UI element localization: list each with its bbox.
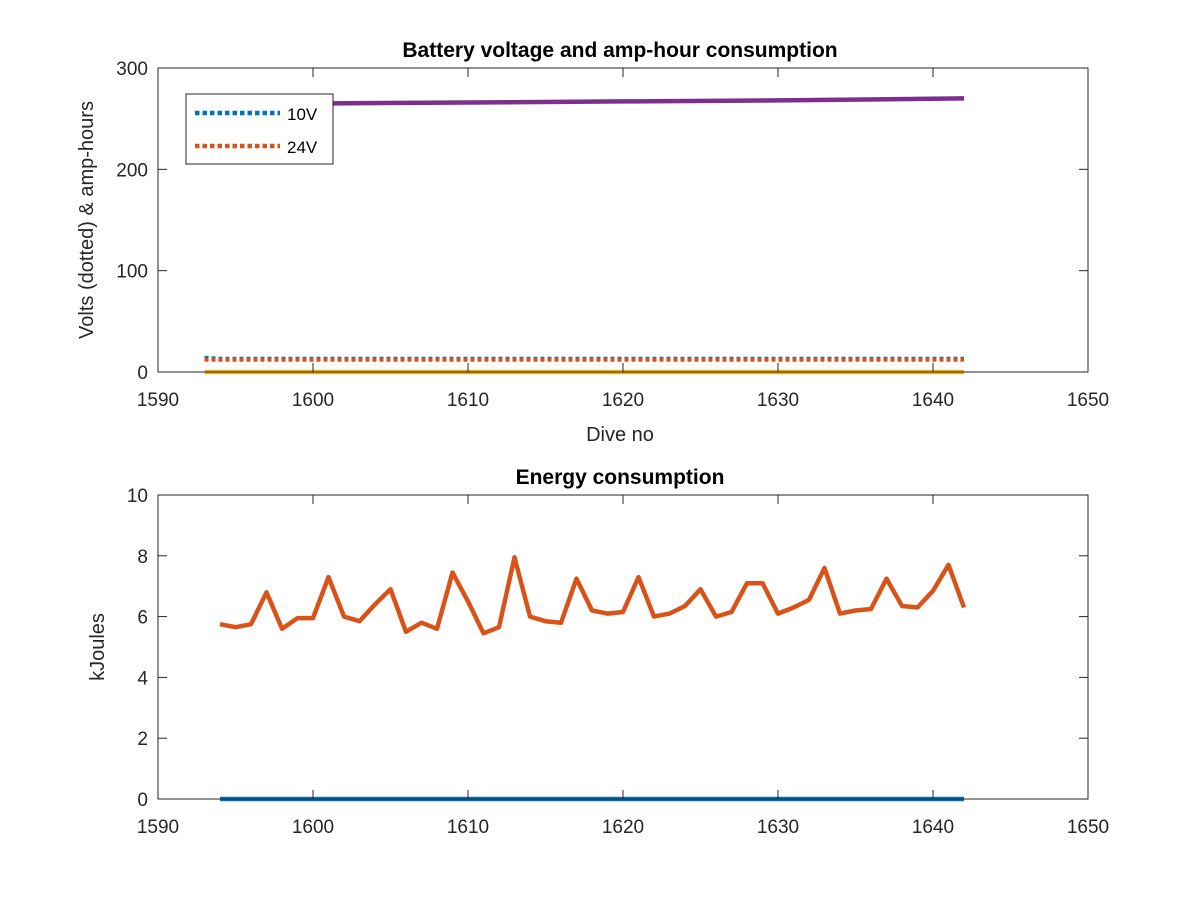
x-tick-label: 1620 bbox=[602, 817, 644, 838]
x-tick-label: 1630 bbox=[757, 390, 799, 411]
y-tick-label: 0 bbox=[137, 363, 148, 384]
legend-label-10v: 10V bbox=[287, 105, 318, 124]
y-axis-label: kJoules bbox=[87, 613, 109, 681]
x-tick-label: 1590 bbox=[137, 817, 179, 838]
x-tick-label: 1610 bbox=[447, 390, 489, 411]
y-tick-label: 10 bbox=[127, 486, 148, 507]
y-axis-label: Volts (dotted) & amp-hours bbox=[76, 101, 98, 339]
legend: 10V 24V bbox=[185, 93, 334, 165]
legend-label-24v: 24V bbox=[287, 138, 318, 157]
series-line-cD95319 bbox=[219, 555, 967, 636]
y-tick-label: 200 bbox=[116, 160, 148, 181]
y-tick-label: 2 bbox=[137, 729, 148, 750]
y-tick-label: 300 bbox=[116, 59, 148, 80]
x-tick-label: 1600 bbox=[292, 817, 334, 838]
chart-title: Energy consumption bbox=[516, 466, 725, 489]
y-tick-label: 6 bbox=[137, 608, 148, 629]
y-tick-label: 4 bbox=[137, 668, 148, 689]
x-tick-label: 1620 bbox=[602, 390, 644, 411]
legend-box bbox=[185, 93, 334, 165]
x-tick-label: 1640 bbox=[912, 817, 954, 838]
y-tick-label: 0 bbox=[137, 790, 148, 811]
x-tick-label: 1600 bbox=[292, 390, 334, 411]
plot-frame bbox=[157, 494, 1089, 800]
chart-battery-voltage: Battery voltage and amp-hour consumption… bbox=[76, 39, 1109, 446]
x-tick-label: 1650 bbox=[1067, 390, 1109, 411]
y-tick-label: 100 bbox=[116, 262, 148, 283]
x-tick-label: 1640 bbox=[912, 390, 954, 411]
x-tick-label: 1630 bbox=[757, 817, 799, 838]
chart-title: Battery voltage and amp-hour consumption bbox=[402, 39, 837, 62]
x-tick-label: 1610 bbox=[447, 817, 489, 838]
x-axis-label: Dive no bbox=[586, 424, 654, 446]
chart-energy-consumption: Energy consumption 1590 1600 1610 1620 1630 1… bbox=[87, 466, 1109, 838]
x-tick-label: 1650 bbox=[1067, 817, 1109, 838]
x-tick-label: 1590 bbox=[137, 390, 179, 411]
y-tick-label: 8 bbox=[137, 547, 148, 568]
